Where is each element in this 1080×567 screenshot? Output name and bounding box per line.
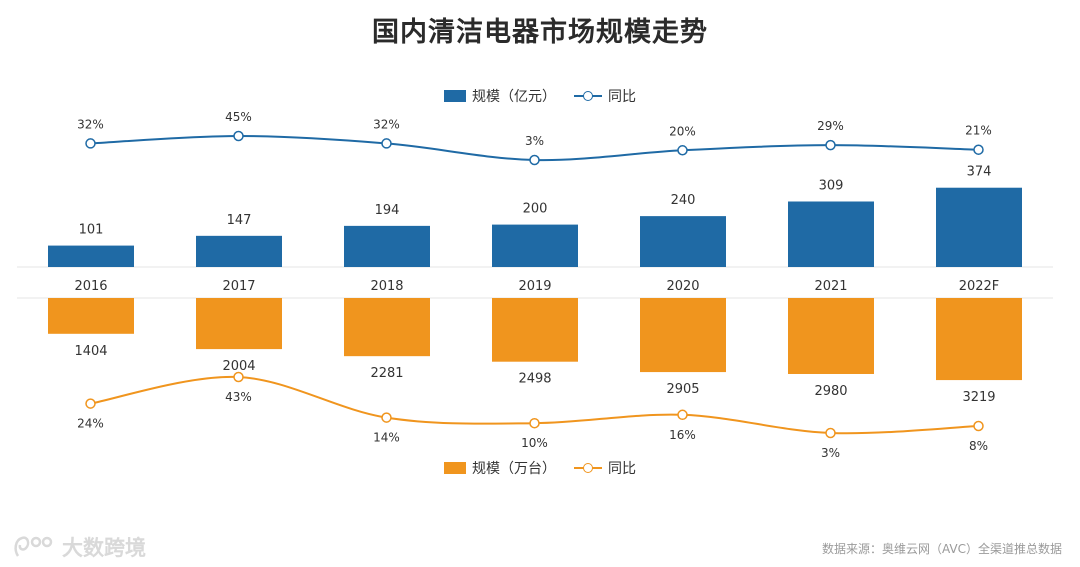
units-bar-2020[interactable] (640, 298, 726, 373)
watermark: 大数跨境 (12, 532, 146, 562)
legend-top: 规模（亿元） 同比 (0, 86, 1080, 106)
units-growth-label-2020: 16% (669, 428, 696, 442)
revenue-bar-2018[interactable] (344, 225, 430, 267)
units-growth-label-2019: 10% (521, 436, 548, 450)
legend-line-orange-icon (574, 462, 602, 474)
x-tick-label-2020: 2020 (666, 279, 699, 294)
units-growth-point-2020[interactable] (677, 409, 688, 421)
units-growth-label-2017: 43% (225, 390, 252, 404)
x-tick-label-2021: 2021 (814, 279, 847, 294)
revenue-growth-label-2016: 32% (77, 117, 104, 131)
x-tick-label-2022F: 2022F (959, 279, 1000, 294)
units-bar-label-2019: 2498 (518, 372, 551, 387)
units-growth-point-2021[interactable] (825, 427, 836, 439)
source-note: 数据来源：奥维云网（AVC）全渠道推总数据 (821, 542, 1062, 556)
revenue-growth-point-2020[interactable] (677, 145, 688, 156)
units-growth-label-2021: 3% (821, 446, 840, 460)
x-tick-label-2018: 2018 (370, 279, 403, 294)
legend-revenue-label: 规模（亿元） (472, 89, 556, 105)
revenue-growth-point-2022F[interactable] (973, 144, 984, 155)
revenue-bar-2017[interactable] (196, 235, 282, 267)
revenue-growth-point-2021[interactable] (825, 139, 836, 151)
units-growth-point-2018[interactable] (381, 412, 392, 423)
units-bar-2018[interactable] (344, 298, 430, 357)
revenue-growth-point-2016[interactable] (85, 138, 96, 149)
units-bar-label-2022F: 3219 (962, 390, 995, 405)
legend-units-label: 规模（万台） (472, 461, 556, 477)
revenue-bar-2022F[interactable] (936, 187, 1022, 267)
units-bar-2022F[interactable] (936, 298, 1022, 381)
revenue-growth-point-2019[interactable] (529, 154, 540, 166)
units-bar-label-2017: 2004 (222, 359, 255, 374)
units-bar-label-2018: 2281 (370, 366, 403, 381)
revenue-growth-point-2018[interactable] (381, 138, 392, 149)
legend-bottom: 规模（万台） 同比 (0, 458, 1080, 478)
revenue-bar-2016[interactable] (48, 245, 134, 267)
revenue-bar-label-2019: 200 (523, 202, 548, 217)
units-growth-point-2019[interactable] (529, 417, 540, 429)
revenue-growth-label-2020: 20% (669, 124, 696, 138)
revenue-bar-label-2022F: 374 (967, 165, 992, 180)
watermark-text: 大数跨境 (62, 536, 146, 560)
units-growth-label-2016: 24% (77, 417, 104, 431)
legend-units-bars[interactable]: 规模（万台） (444, 458, 556, 478)
revenue-bar-label-2020: 240 (671, 193, 696, 208)
units-bar-label-2020: 2905 (666, 382, 699, 397)
revenue-growth-point-2017[interactable] (233, 130, 244, 142)
x-tick-label-2017: 2017 (222, 279, 255, 294)
revenue-growth-label-2018: 32% (373, 117, 400, 131)
units-bar-label-2021: 2980 (814, 384, 847, 399)
legend-revenue-growth[interactable]: 同比 (574, 86, 636, 106)
chart-title: 国内清洁电器市场规模走势 (372, 17, 708, 48)
revenue-growth-label-2017: 45% (225, 110, 252, 124)
legend-swatch-blue (444, 90, 466, 102)
legend-swatch-orange (444, 462, 466, 474)
x-tick-label-2019: 2019 (518, 279, 551, 294)
revenue-bar-2021[interactable] (788, 201, 874, 267)
revenue-bar-label-2021: 309 (819, 178, 844, 193)
units-growth-label-2022F: 8% (969, 439, 988, 453)
revenue-bar-2020[interactable] (640, 216, 726, 267)
revenue-growth-label-2021: 29% (817, 119, 844, 133)
legend-line-blue-icon (574, 90, 602, 102)
legend-revenue-bars[interactable]: 规模（亿元） (444, 86, 556, 106)
watermark-logo-icon (14, 536, 53, 557)
revenue-bar-label-2018: 194 (375, 203, 400, 218)
revenue-bar-label-2016: 101 (79, 223, 104, 238)
legend-units-growth[interactable]: 同比 (574, 458, 636, 478)
revenue-growth-label-2019: 3% (525, 134, 544, 148)
units-bar-2017[interactable] (196, 298, 282, 350)
units-growth-point-2016[interactable] (85, 398, 96, 409)
units-bar-2016[interactable] (48, 298, 134, 334)
units-growth-point-2017[interactable] (233, 371, 244, 383)
units-growth-label-2018: 14% (373, 431, 400, 445)
units-growth-point-2022F[interactable] (973, 420, 984, 432)
legend-units-growth-label: 同比 (608, 461, 636, 477)
units-bar-2021[interactable] (788, 298, 874, 374)
units-bar-2019[interactable] (492, 298, 578, 362)
legend-revenue-growth-label: 同比 (608, 89, 636, 105)
units-bar-label-2016: 1404 (74, 344, 107, 359)
revenue-bar-label-2017: 147 (227, 213, 252, 228)
revenue-growth-label-2022F: 21% (965, 124, 992, 138)
x-tick-label-2016: 2016 (74, 279, 107, 294)
revenue-bar-2019[interactable] (492, 224, 578, 267)
